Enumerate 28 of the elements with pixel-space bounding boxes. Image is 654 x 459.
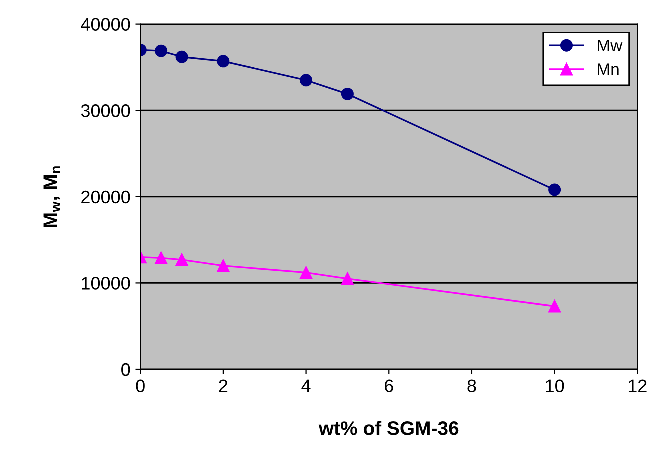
point <box>217 55 230 68</box>
point <box>217 260 230 272</box>
x-tick-label: 10 <box>546 380 564 392</box>
point <box>341 88 354 100</box>
point <box>155 44 168 58</box>
point <box>548 300 562 313</box>
y-tick-label: 0 <box>122 363 130 376</box>
point <box>176 50 188 64</box>
y-tick-label: 30000 <box>81 104 130 118</box>
point <box>300 266 313 280</box>
y-tick-label: 40000 <box>81 18 130 32</box>
x-tick-label: 12 <box>628 380 647 392</box>
y-axis-title: M$_{w}$, M$_{n}$ <box>44 166 60 228</box>
x-tick-label: 4 <box>302 380 311 392</box>
point <box>176 254 188 266</box>
point <box>155 252 168 264</box>
x-tick-label: 2 <box>219 380 228 392</box>
x-tick-label: 6 <box>385 380 394 392</box>
legend-label: Mw <box>598 40 623 52</box>
x-axis-title: wt% of SGM-36 <box>318 421 459 436</box>
x-tick-label: 0 <box>136 380 145 392</box>
legend-label: Mn <box>598 64 619 76</box>
y-tick-label: 10000 <box>82 277 130 290</box>
point <box>341 272 354 286</box>
y-tick-label: 20000 <box>82 190 130 204</box>
x-tick-label: 8 <box>468 380 476 392</box>
point <box>300 74 313 87</box>
point <box>548 184 562 196</box>
